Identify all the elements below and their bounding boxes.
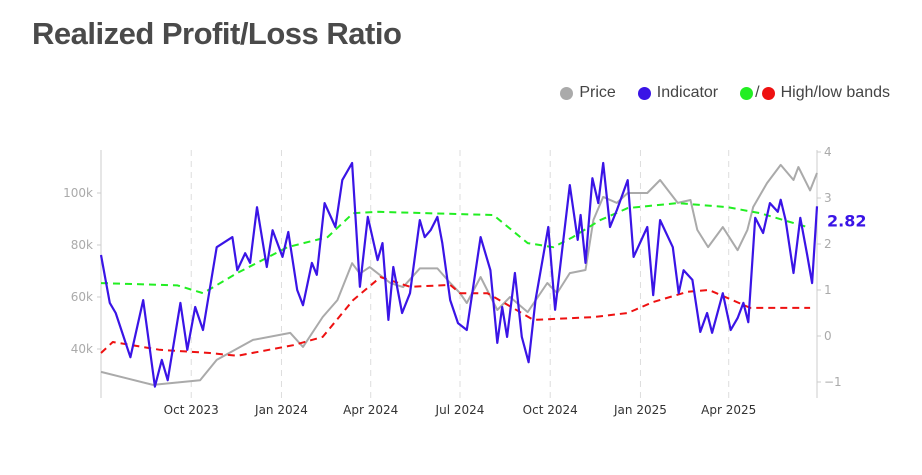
right-tick-label: 2 [824,237,832,251]
legend-item-indicator[interactable]: Indicator [637,84,719,102]
left-tick-label: 100k [63,186,93,200]
x-tick-label: Apr 2025 [701,403,756,417]
right-tick-label: 3 [824,191,832,205]
x-tick-label: Jan 2025 [613,403,667,417]
legend-slash: / [755,84,760,101]
series-indicator-line [99,161,819,388]
left-tick-label: 80k [71,238,93,252]
legend-label-indicator: Indicator [656,84,719,101]
legend-label-bands: High/low bands [780,84,890,101]
indicator-dot-icon [637,86,651,100]
series-low-band-line [100,276,811,357]
x-tick-label: Apr 2024 [343,403,398,417]
legend: Price Indicator / High/low bands [560,84,890,102]
high-band-dot-icon [740,86,754,100]
x-tick-label: Jul 2024 [435,403,485,417]
x-tick-label: Jan 2024 [254,403,308,417]
legend-item-bands[interactable]: / High/low bands [740,84,890,102]
right-tick-label: 4 [824,145,832,159]
low-band-dot-icon [761,86,775,100]
left-tick-label: 60k [71,290,93,304]
right-tick-label: −1 [824,375,842,389]
legend-label-price: Price [579,84,616,101]
left-tick-label: 40k [71,342,93,356]
chart-title: Realized Profit/Loss Ratio [32,16,402,51]
last-value-label: 2.82 [827,211,866,230]
price-dot-icon [560,86,574,100]
right-tick-label: 0 [824,329,832,343]
series-high-band-line [100,202,811,295]
legend-item-price[interactable]: Price [560,84,616,102]
x-tick-label: Oct 2024 [523,403,578,417]
x-tick-label: Oct 2023 [164,403,219,417]
series-price-line [100,163,818,386]
right-tick-label: 1 [824,283,832,297]
